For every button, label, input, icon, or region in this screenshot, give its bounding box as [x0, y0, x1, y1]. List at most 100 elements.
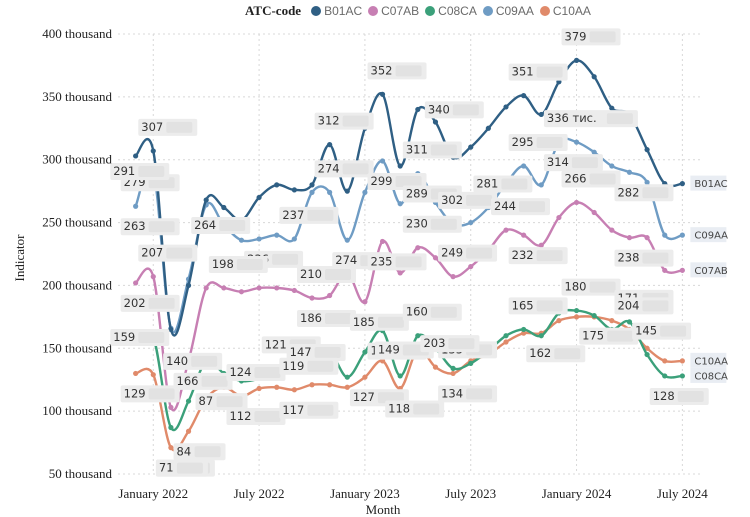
data-point-c08ca[interactable]: [450, 365, 456, 371]
data-point-b01ac[interactable]: [397, 163, 403, 169]
data-point-c09aa[interactable]: [644, 179, 650, 185]
data-point-c10aa[interactable]: [432, 364, 439, 370]
data-point-c10aa[interactable]: [644, 345, 650, 351]
data-point-c10aa[interactable]: [327, 382, 333, 388]
data-point-c09aa[interactable]: [379, 158, 386, 164]
data-point-c10aa[interactable]: [362, 374, 368, 380]
data-point-b01ac[interactable]: [203, 197, 209, 203]
data-point-b01ac[interactable]: [591, 74, 597, 80]
data-point-c10aa[interactable]: [168, 445, 174, 451]
data-point-c09aa[interactable]: [609, 163, 615, 169]
data-point-c09aa[interactable]: [327, 189, 333, 195]
data-point-c10aa[interactable]: [185, 428, 192, 434]
data-point-c09aa[interactable]: [626, 169, 633, 175]
data-point-c08ca[interactable]: [591, 313, 597, 319]
data-point-c08ca[interactable]: [168, 424, 174, 431]
data-point-c07ab[interactable]: [503, 227, 509, 233]
data-point-c09aa[interactable]: [573, 139, 580, 145]
data-point-c09aa[interactable]: [591, 149, 597, 155]
data-point-c10aa[interactable]: [573, 314, 580, 320]
data-point-b01ac[interactable]: [468, 144, 474, 150]
data-point-c09aa[interactable]: [362, 189, 368, 195]
data-point-c09aa[interactable]: [133, 203, 139, 209]
data-point-c07ab[interactable]: [679, 267, 685, 273]
data-point-b01ac[interactable]: [168, 326, 174, 333]
data-point-c10aa[interactable]: [274, 384, 280, 390]
data-point-c08ca[interactable]: [538, 333, 544, 339]
data-point-c07ab[interactable]: [168, 404, 174, 410]
data-point-c10aa[interactable]: [291, 387, 297, 393]
data-point-c07ab[interactable]: [432, 255, 439, 261]
data-point-c07ab[interactable]: [609, 227, 615, 233]
data-point-c08ca[interactable]: [503, 333, 509, 339]
data-point-b01ac[interactable]: [344, 188, 350, 194]
legend-item-c08ca[interactable]: C08CA: [425, 4, 477, 18]
data-point-b01ac[interactable]: [379, 91, 386, 97]
data-point-c10aa[interactable]: [344, 384, 350, 390]
data-point-b01ac[interactable]: [309, 182, 315, 188]
data-point-b01ac[interactable]: [538, 111, 544, 118]
data-point-c08ca[interactable]: [573, 307, 580, 314]
data-point-b01ac[interactable]: [609, 105, 615, 111]
data-point-c09aa[interactable]: [662, 232, 668, 238]
data-point-c10aa[interactable]: [609, 318, 615, 324]
data-point-b01ac[interactable]: [185, 282, 192, 289]
data-point-b01ac[interactable]: [150, 148, 156, 154]
data-point-c07ab[interactable]: [450, 274, 456, 280]
data-point-b01ac[interactable]: [485, 125, 491, 131]
data-point-c09aa[interactable]: [397, 201, 403, 207]
data-point-c07ab[interactable]: [291, 287, 297, 294]
data-point-c09aa[interactable]: [679, 232, 685, 238]
data-point-c09aa[interactable]: [256, 236, 262, 242]
data-point-c10aa[interactable]: [450, 370, 456, 377]
data-point-b01ac[interactable]: [432, 119, 439, 125]
data-point-c10aa[interactable]: [679, 358, 685, 364]
data-point-c07ab[interactable]: [538, 242, 544, 248]
data-point-c09aa[interactable]: [468, 219, 474, 226]
data-point-c08ca[interactable]: [185, 398, 192, 404]
data-point-c08ca[interactable]: [415, 333, 421, 339]
data-point-b01ac[interactable]: [644, 147, 650, 153]
data-point-c07ab[interactable]: [379, 238, 386, 245]
data-point-c10aa[interactable]: [662, 358, 668, 364]
data-point-c09aa[interactable]: [344, 237, 350, 243]
data-point-b01ac[interactable]: [679, 181, 685, 187]
data-point-c10aa[interactable]: [556, 318, 562, 324]
data-point-c07ab[interactable]: [256, 285, 262, 291]
data-point-c10aa[interactable]: [133, 370, 139, 377]
data-point-c07ab[interactable]: [362, 299, 368, 305]
data-point-c07ab[interactable]: [644, 235, 650, 241]
data-point-c10aa[interactable]: [503, 339, 509, 345]
data-point-c07ab[interactable]: [468, 263, 474, 270]
data-point-b01ac[interactable]: [327, 142, 333, 148]
data-point-c07ab[interactable]: [150, 274, 156, 280]
data-point-b01ac[interactable]: [415, 106, 421, 113]
data-point-c10aa[interactable]: [521, 330, 527, 336]
data-point-c10aa[interactable]: [150, 372, 156, 378]
data-point-c08ca[interactable]: [662, 373, 668, 379]
data-point-c07ab[interactable]: [591, 209, 597, 216]
data-point-c07ab[interactable]: [221, 285, 227, 291]
data-point-c08ca[interactable]: [362, 349, 368, 355]
legend-item-c09aa[interactable]: C09AA: [482, 4, 534, 18]
data-point-c07ab[interactable]: [626, 235, 633, 241]
data-point-c07ab[interactable]: [556, 214, 562, 221]
data-point-c08ca[interactable]: [626, 319, 633, 325]
data-point-c07ab[interactable]: [133, 280, 139, 286]
data-point-c07ab[interactable]: [573, 199, 580, 206]
data-point-c08ca[interactable]: [397, 373, 403, 379]
data-point-c07ab[interactable]: [274, 285, 280, 291]
data-point-c07ab[interactable]: [662, 267, 668, 273]
data-point-c09aa[interactable]: [238, 237, 245, 243]
data-point-c09aa[interactable]: [521, 163, 527, 169]
data-point-c07ab[interactable]: [415, 245, 421, 251]
data-point-c08ca[interactable]: [644, 351, 650, 358]
data-point-b01ac[interactable]: [521, 93, 527, 99]
data-point-b01ac[interactable]: [221, 204, 227, 211]
data-point-c08ca[interactable]: [468, 360, 474, 366]
data-point-b01ac[interactable]: [274, 182, 280, 188]
data-point-c09aa[interactable]: [291, 236, 297, 242]
data-point-c07ab[interactable]: [203, 285, 209, 291]
legend-item-c07ab[interactable]: C07AB: [368, 4, 419, 18]
data-point-c07ab[interactable]: [238, 289, 245, 295]
